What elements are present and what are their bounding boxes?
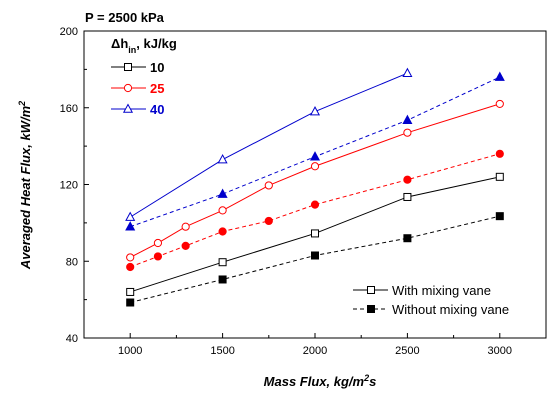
series-25-without-vane-point (218, 227, 227, 236)
legend-marker-25 (123, 83, 133, 93)
series-40-without-vane-point (125, 221, 136, 231)
legend-marker-10 (124, 63, 132, 71)
series-25-without-vane-point (264, 216, 273, 226)
series-25-with-vane-point (181, 222, 190, 231)
x-tick-label: 1000 (118, 345, 142, 357)
y-tick-label: 200 (60, 26, 78, 38)
legend-title-sub: in (128, 45, 136, 55)
series-40-without-vane-point (494, 71, 505, 81)
series-10-with-vane-point (126, 287, 135, 296)
series-25-with-vane-point (126, 253, 135, 262)
style-legend: With mixing vane Without mixing vane (353, 283, 509, 317)
legend-title: Δhin, kJ/kg (111, 36, 177, 55)
series-40-without-vane-point (309, 151, 321, 161)
series-25-without-vane-point (310, 200, 320, 209)
legend-title-suffix: , kJ/kg (136, 36, 177, 51)
series-10-without-vane-point (311, 251, 319, 260)
series-10-with-vane-point (495, 172, 504, 181)
series-25-with-vane-point (264, 181, 273, 190)
series-legend: 10 25 40 (111, 60, 164, 117)
series-40-without-vane-point (402, 114, 413, 125)
series-25-without-vane-point (403, 175, 412, 184)
x-tick-label: 3000 (488, 345, 512, 357)
y-tick-label: 40 (66, 333, 78, 345)
svg-text:Averaged Heat Flux, kW/m2: Averaged Heat Flux, kW/m2 (17, 101, 33, 270)
series-25-without-vane-point (153, 252, 163, 261)
series-25-with-vane-point (218, 206, 227, 215)
series-25-without-vane-point (126, 262, 135, 272)
axes (83, 30, 547, 339)
series-40-without-vane-point (217, 188, 228, 198)
style-legend-label-1: Without mixing vane (392, 302, 509, 317)
data-series (125, 67, 505, 307)
pressure-annotation: P = 2500 kPa (85, 10, 165, 25)
x-tick-label: 2500 (395, 345, 419, 357)
series-40-with-vane-point (125, 211, 136, 221)
y-tick-label: 120 (60, 180, 78, 192)
legend-label-10: 10 (150, 60, 164, 75)
series-40-with-vane-point (402, 67, 413, 78)
series-10-without-vane-point (495, 212, 504, 221)
svg-text:Δhin, kJ/kg: Δhin, kJ/kg (111, 36, 177, 55)
legend-label-40: 40 (150, 102, 164, 117)
x-tick-label: 2000 (303, 345, 327, 357)
series-25-with-vane-point (403, 128, 412, 137)
series-10-with-vane-point (311, 229, 319, 238)
series-40-with-vane-point (309, 106, 321, 116)
series-10-with-vane-point (218, 258, 227, 267)
series-25-without-vane-point (495, 149, 504, 158)
series-25-with-vane-point (495, 99, 504, 109)
legend-marker-40 (122, 103, 134, 113)
series-10-without-vane-point (403, 234, 412, 243)
series-25-without-vane-line (130, 153, 500, 268)
y-axis-label: Averaged Heat Flux, kW/m2 (17, 101, 33, 270)
tick-labels: 1000 1500 2000 2500 3000 40 80 120 160 200 (60, 26, 512, 357)
y-tick-label: 80 (66, 256, 78, 268)
series-25-with-vane-point (153, 238, 163, 248)
series-25-without-vane-point (181, 241, 190, 250)
x-axis-label-text: Mass Flux, kg/m (264, 374, 365, 389)
x-axis-label-suffix: s (369, 374, 376, 389)
style-legend-label-0: With mixing vane (392, 283, 491, 298)
x-tick-label: 1500 (210, 345, 234, 357)
legend-title-text: Δh (111, 36, 128, 51)
x-axis-label: Mass Flux, kg/m2s (264, 373, 377, 389)
series-10-without-vane-point (218, 275, 227, 284)
style-legend-marker-1 (367, 305, 375, 313)
series-25-with-vane-point (310, 162, 320, 171)
svg-text:Mass Flux, kg/m2s: Mass Flux, kg/m2s (264, 373, 377, 389)
series-25-with-vane-line (129, 103, 500, 258)
legend-label-25: 25 (150, 81, 164, 96)
y-axis-label-text: Averaged Heat Flux, kW/m (18, 105, 33, 270)
series-10-with-vane-point (403, 192, 412, 201)
y-tick-label: 160 (60, 103, 78, 115)
style-legend-marker-0 (367, 286, 375, 294)
series-40-with-vane-line (129, 72, 408, 218)
x-axis-label-sup: 2 (363, 373, 369, 383)
y-axis-label-sup: 2 (17, 101, 27, 107)
series-10-without-vane-point (126, 298, 135, 307)
series-40-with-vane-point (217, 154, 228, 164)
